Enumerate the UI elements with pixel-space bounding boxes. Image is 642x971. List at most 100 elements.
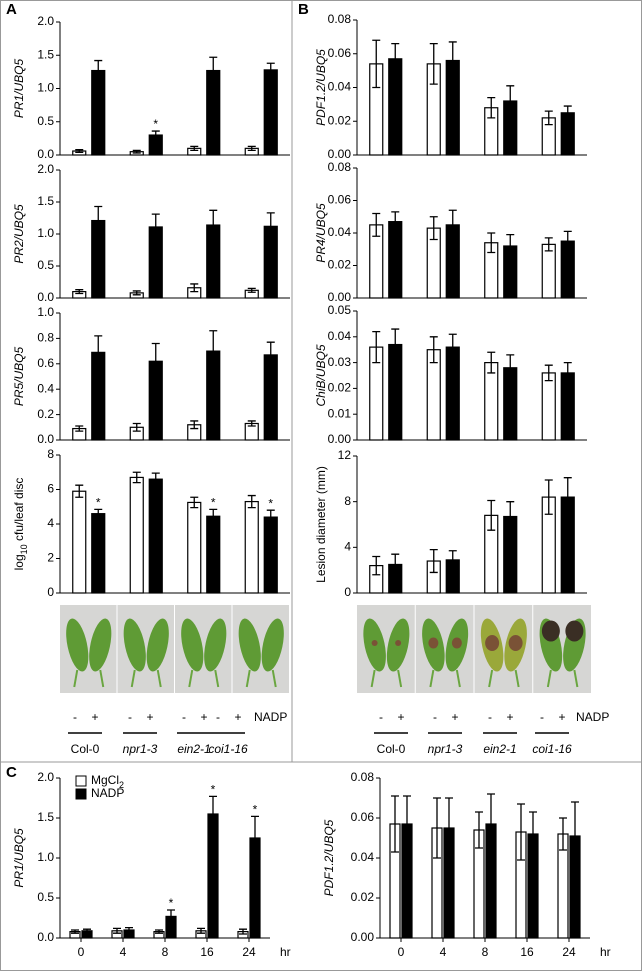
x-tick-label: 8 [162,945,169,959]
error-bar [151,472,160,486]
petiole [546,669,552,688]
leaf [146,618,169,672]
error-bar [559,817,567,851]
lesion [541,620,560,642]
error-bar [132,471,141,484]
y-tick-label: 2 [47,551,54,565]
petiole [99,669,105,688]
treatment-label: + [91,710,98,724]
error-bar [113,927,121,934]
y-axis-label: PR1/UBQ5 [12,828,26,888]
x-tick-label: 0 [398,945,405,959]
y-axis-label: PR5/UBQ5 [12,346,26,406]
treatment-label: + [506,710,513,724]
y-tick-label: 1.5 [37,47,54,61]
y-tick-label: 4 [47,516,54,530]
y-axis-label: PDF1.2/UBQ5 [322,819,336,896]
y-tick-label: 0.08 [328,12,352,26]
error-bar [544,364,553,382]
y-tick-label: 1.5 [37,194,54,208]
bar [445,346,460,441]
error-bar [563,105,572,121]
error-bar [487,351,496,374]
y-axis-label: log10 cfu/leaf disc [12,478,29,571]
error-bar [517,803,525,861]
error-bar [151,342,160,380]
error-bar [506,501,515,532]
petiole [370,669,376,688]
y-tick-label: 0.00 [328,147,352,161]
y-tick-label: 1.0 [37,305,54,319]
error-bar [94,205,103,236]
bar [129,476,144,594]
y-axis-label-part: 10 [19,544,29,554]
error-bar [190,420,199,430]
treatment-label: + [146,710,153,724]
y-tick-label: 0.02 [328,258,352,272]
leaf [66,618,89,672]
error-bar [544,479,553,515]
x-tick-label: 16 [200,945,214,959]
error-bar [403,795,411,853]
y-axis-label: Lesion diameter (mm) [314,466,328,583]
leaf [261,618,284,672]
leaf [123,618,146,672]
bar [207,813,219,939]
petiole [271,669,277,688]
y-axis-label: PR1/UBQ5 [12,58,26,118]
treatment-label: + [451,710,458,724]
error-bar [506,233,515,259]
error-bar [190,496,199,509]
error-bar [445,797,453,859]
error-bar [544,237,553,252]
error-bar [209,508,218,524]
y-tick-label: 0.00 [328,432,352,446]
error-bar [506,85,515,117]
bar [541,372,556,441]
y-tick-label: 0 [47,585,54,599]
petiole [397,669,403,688]
bar [484,362,499,441]
genotype-label: Col-0 [377,742,406,756]
y-tick-label: 6 [47,482,54,496]
y-tick-label: 4 [344,540,351,554]
x-tick-label: 24 [242,945,256,959]
y-tick-label: 0.08 [328,160,352,174]
y-tick-label: 2.0 [37,770,54,784]
error-bar [448,209,457,241]
bar [91,69,106,156]
lesion [485,635,500,651]
error-bar [391,328,400,361]
treatment-label: - [128,710,132,724]
legend-label-part: MgCl [91,773,119,787]
error-bar [94,59,103,82]
treatment-label: - [540,710,544,724]
error-bar [429,336,438,364]
y-tick-label: 0.03 [328,355,352,369]
panel-label: B [298,1,309,18]
error-bar [75,484,84,498]
x-tick-label: 16 [520,945,534,959]
y-tick-label: 0.0 [37,432,54,446]
petiole [488,669,494,688]
y-tick-label: 1.5 [37,810,54,824]
error-bar [429,216,438,241]
bar [72,490,87,594]
significance-label: * [268,496,273,510]
x-axis-label: hr [600,945,611,959]
petiole [245,669,251,688]
y-tick-label: 0.05 [328,303,352,317]
error-bar [487,232,496,254]
treatment-name: NADP [254,710,287,724]
error-bar [391,795,399,853]
bar [263,69,278,156]
genotype-label: coi1-16 [532,742,572,756]
leaf [89,618,112,672]
error-bar [391,553,400,576]
treatment-label: + [397,710,404,724]
treatment-label: + [558,710,565,724]
error-bar [266,341,275,369]
leaf [204,618,227,672]
treatment-label: - [73,710,77,724]
lesion [371,640,378,646]
